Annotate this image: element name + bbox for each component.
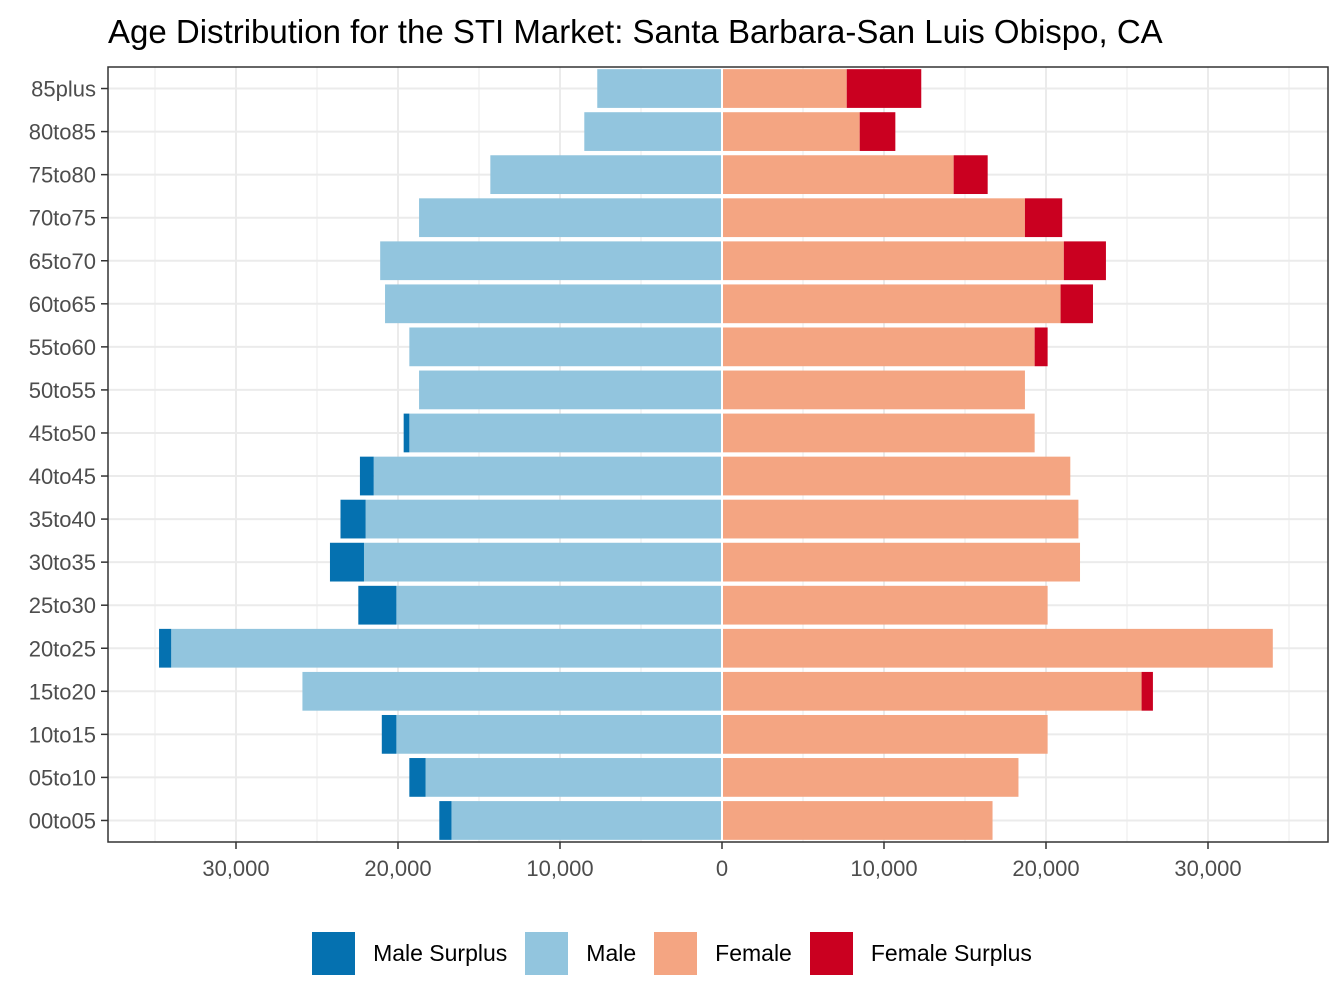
bar-male bbox=[396, 714, 722, 754]
y-tick-label: 20to25 bbox=[29, 636, 96, 661]
bar-female bbox=[722, 585, 1048, 625]
y-tick-label: 40to45 bbox=[29, 464, 96, 489]
y-tick-label: 45to50 bbox=[29, 421, 96, 446]
y-tick-label: 55to60 bbox=[29, 335, 96, 360]
legend-item-male: Male bbox=[525, 931, 637, 975]
y-tick-label: 80to85 bbox=[29, 120, 96, 145]
bar-male bbox=[302, 671, 722, 711]
y-tick-label: 05to10 bbox=[29, 765, 96, 790]
bar-male-surplus bbox=[409, 758, 426, 797]
bar-male-surplus bbox=[359, 456, 374, 496]
x-tick-label: 10,000 bbox=[526, 856, 593, 881]
y-tick-label: 65to70 bbox=[29, 249, 96, 274]
bar-male bbox=[419, 370, 722, 410]
bar-female bbox=[722, 801, 993, 840]
bar-male bbox=[584, 112, 722, 151]
y-axis: 85plus 80to85 75to80 70to75 65to70 60to65 55to… bbox=[29, 77, 108, 833]
bar-male bbox=[419, 198, 722, 238]
y-tick-label: 60to65 bbox=[29, 292, 96, 317]
bar-male-surplus bbox=[358, 585, 397, 625]
bar-female-surplus bbox=[846, 69, 922, 108]
bar-male-surplus bbox=[439, 801, 452, 840]
legend-key-female bbox=[654, 931, 698, 975]
bar-female-surplus bbox=[953, 155, 988, 195]
bar-female bbox=[722, 413, 1035, 453]
y-tick-label: 15to20 bbox=[29, 679, 96, 704]
x-tick-label: 10,000 bbox=[850, 856, 917, 881]
legend: Male Surplus Male Female Female Surplus bbox=[0, 928, 1344, 978]
y-tick-label: 30to35 bbox=[29, 550, 96, 575]
bar-male-surplus bbox=[159, 628, 172, 668]
x-tick-label: 30,000 bbox=[202, 856, 269, 881]
bar-female-surplus bbox=[1141, 671, 1153, 711]
bar-female-surplus bbox=[859, 112, 896, 151]
bar-female bbox=[722, 284, 1061, 324]
bar-female-surplus bbox=[1024, 198, 1063, 238]
bar-female bbox=[722, 628, 1273, 668]
bar-male-surplus bbox=[329, 542, 364, 582]
bar-male-surplus bbox=[340, 499, 366, 539]
bar-male bbox=[451, 801, 722, 840]
bar-female-surplus bbox=[1060, 284, 1093, 324]
bar-male bbox=[373, 456, 722, 496]
chart-title: Age Distribution for the STI Market: San… bbox=[108, 13, 1163, 50]
grid-minor bbox=[154, 67, 1290, 842]
bar-female bbox=[722, 112, 860, 151]
bar-female bbox=[722, 241, 1064, 281]
bar-female bbox=[722, 542, 1081, 582]
legend-item-female-surplus: Female Surplus bbox=[809, 931, 1032, 975]
legend-label-male: Male bbox=[586, 939, 637, 966]
bar-female bbox=[722, 327, 1035, 367]
bars bbox=[159, 69, 1273, 840]
plot-border bbox=[107, 66, 1329, 843]
bar-female bbox=[722, 155, 954, 195]
y-tick-label: 10to15 bbox=[29, 722, 96, 747]
legend-label-female-surplus: Female Surplus bbox=[870, 939, 1032, 966]
x-tick-label: 20,000 bbox=[1012, 856, 1079, 881]
legend-item-male-surplus: Male Surplus bbox=[312, 931, 508, 975]
bar-male bbox=[490, 155, 722, 195]
bar-male bbox=[385, 284, 722, 324]
bar-female bbox=[722, 499, 1079, 539]
bar-female bbox=[722, 370, 1025, 410]
y-tick-label: 50to55 bbox=[29, 378, 96, 403]
y-tick-label: 35to40 bbox=[29, 507, 96, 532]
bar-male-surplus bbox=[403, 413, 410, 453]
legend-key-male bbox=[525, 931, 569, 975]
x-tick-label: 30,000 bbox=[1174, 856, 1241, 881]
x-axis: 30,000 20,000 10,000 0 10,000 20,000 30,000 bbox=[202, 842, 1242, 881]
bar-female-surplus bbox=[1034, 327, 1048, 367]
bar-male-surplus bbox=[381, 714, 397, 754]
y-tick-label: 75to80 bbox=[29, 163, 96, 188]
bar-female-surplus bbox=[1063, 241, 1106, 281]
bar-male bbox=[409, 413, 722, 453]
legend-key-female-surplus bbox=[809, 931, 853, 975]
bar-male bbox=[396, 585, 722, 625]
bar-male bbox=[425, 758, 722, 797]
y-tick-label: 25to30 bbox=[29, 593, 96, 618]
bar-male bbox=[597, 69, 722, 108]
bar-male bbox=[409, 327, 722, 367]
x-tick-label: 20,000 bbox=[364, 856, 431, 881]
bar-female bbox=[722, 456, 1071, 496]
bar-male bbox=[380, 241, 722, 281]
bar-female bbox=[722, 758, 1019, 797]
bar-male bbox=[363, 542, 722, 582]
y-tick-label: 85plus bbox=[31, 77, 96, 102]
y-tick-label: 70to75 bbox=[29, 206, 96, 231]
bar-female bbox=[722, 714, 1048, 754]
bar-female bbox=[722, 671, 1142, 711]
bar-male bbox=[171, 628, 722, 668]
legend-item-female: Female bbox=[654, 931, 792, 975]
bar-male bbox=[365, 499, 722, 539]
legend-key-male-surplus bbox=[312, 931, 356, 975]
y-tick-label: 00to05 bbox=[29, 808, 96, 833]
bar-female bbox=[722, 198, 1025, 238]
bar-female bbox=[722, 69, 847, 108]
legend-label-female: Female bbox=[715, 939, 792, 966]
x-tick-label: 0 bbox=[716, 856, 728, 881]
plot-panel bbox=[108, 67, 1328, 842]
legend-label-male-surplus: Male Surplus bbox=[373, 939, 508, 966]
